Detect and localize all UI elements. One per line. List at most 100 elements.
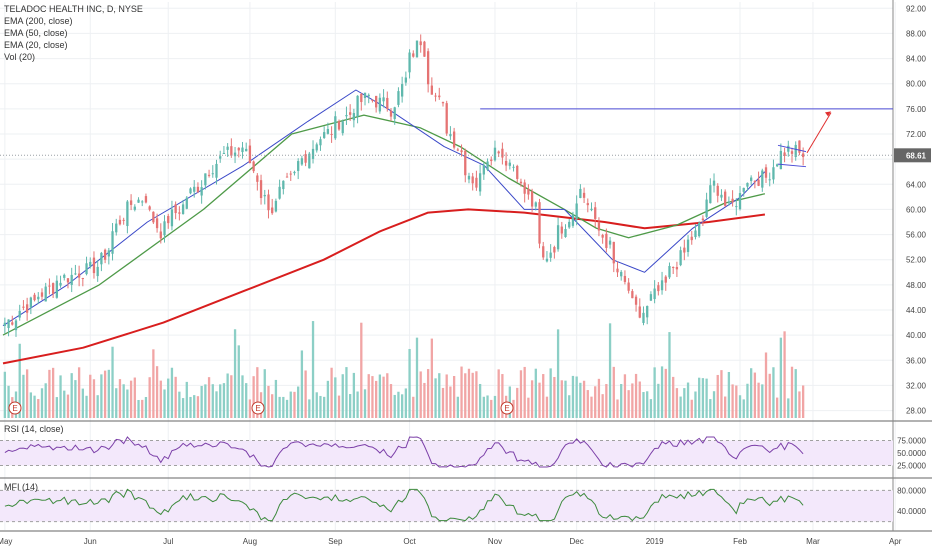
candle-body (14, 320, 18, 331)
candle-body (152, 211, 155, 223)
volume-bar (334, 377, 337, 418)
candle-body (701, 218, 705, 221)
volume-bar (627, 390, 630, 418)
volume-bar (731, 384, 734, 418)
volume-bar (40, 388, 44, 418)
volume-bar (363, 389, 367, 418)
candle-body (252, 161, 255, 172)
candle-body (415, 40, 419, 58)
volume-bar (400, 394, 404, 418)
candle-body (241, 147, 244, 153)
volume-bar (527, 397, 530, 418)
candle-body (219, 156, 222, 159)
candle-body (48, 285, 51, 287)
candle-body (709, 185, 712, 204)
candle-body (568, 221, 571, 228)
candle-body (612, 241, 615, 264)
candle-body (196, 186, 200, 192)
candle-body (712, 180, 716, 186)
volume-bar (59, 375, 62, 418)
volume-bar (761, 384, 764, 418)
volume-bar (475, 371, 478, 418)
volume-bar (660, 366, 664, 418)
candle-body (779, 150, 783, 170)
volume-bar (698, 377, 701, 418)
candle-body (690, 236, 693, 241)
volume-bar (282, 396, 285, 418)
candle-body (445, 103, 448, 134)
volume-bar (330, 367, 333, 418)
volume-bar (375, 380, 378, 418)
volume-bar (356, 391, 359, 418)
volume-bar (51, 367, 55, 418)
candle-body (430, 85, 433, 95)
x-tick-label: Sep (328, 537, 343, 546)
earnings-marker-label: E (504, 404, 509, 413)
candle-body (594, 207, 597, 219)
candle-body (783, 152, 786, 156)
candle-body (549, 252, 552, 258)
volume-bar (612, 366, 615, 418)
candle-body (289, 173, 292, 175)
candle-body (679, 250, 682, 266)
volume-bar (3, 371, 7, 418)
candle-body (137, 199, 140, 203)
volume-bar (103, 370, 107, 418)
volume-bar (579, 382, 582, 418)
candle-body (586, 203, 589, 206)
candle-body (516, 165, 519, 179)
volume-bar (560, 380, 563, 418)
candle-body (486, 161, 489, 170)
volume-bar (501, 374, 504, 418)
candle-body (623, 275, 627, 282)
candle-body (326, 128, 330, 134)
volume-bar (222, 383, 226, 418)
y-tick-label: 56.00 (906, 231, 927, 240)
candle-body (449, 134, 452, 137)
candle-body (538, 202, 541, 244)
volume-bar (44, 383, 47, 418)
y-tick-label: 48.00 (906, 281, 927, 290)
y-tick-label: 64.00 (906, 180, 927, 189)
last-price-value: 68.61 (906, 151, 927, 160)
mfi-tick: 80.0000 (897, 486, 926, 495)
candle-body (100, 252, 103, 265)
volume-bar (452, 376, 456, 418)
candle-body (107, 250, 110, 257)
earnings-marker (8, 401, 22, 415)
ema20-line (2, 89, 766, 327)
candle-body (334, 116, 337, 139)
volume-bar (642, 392, 645, 418)
volume-bar (25, 369, 29, 418)
last-price-tag (894, 148, 931, 163)
candle-body (378, 97, 382, 112)
candle-body (274, 200, 278, 212)
volume-bar (22, 374, 25, 418)
candle-body (798, 140, 801, 153)
candle-body (349, 112, 352, 115)
x-tick-label: Apr (889, 537, 902, 546)
y-tick-label: 44.00 (906, 306, 927, 315)
volume-bar (519, 370, 523, 418)
y-tick-label: 80.00 (906, 80, 927, 89)
candle-body (579, 188, 582, 198)
candle-body (467, 175, 471, 180)
volume-bar (724, 396, 727, 418)
volume-bar (96, 395, 99, 418)
candle-body (631, 291, 634, 299)
volume-bar (497, 369, 500, 418)
candle-body (397, 91, 400, 105)
candle-body (801, 153, 805, 158)
volume-bar (326, 380, 330, 418)
volume-bar (196, 396, 200, 418)
candle-body (85, 263, 88, 275)
volume-bar (594, 386, 597, 418)
candle-body (389, 110, 393, 117)
volume-bar (616, 399, 619, 418)
candle-body (441, 102, 445, 104)
volume-bar (267, 385, 270, 418)
volume-bar (237, 345, 240, 418)
volume-bar (464, 373, 467, 418)
volume-bar (167, 378, 170, 418)
